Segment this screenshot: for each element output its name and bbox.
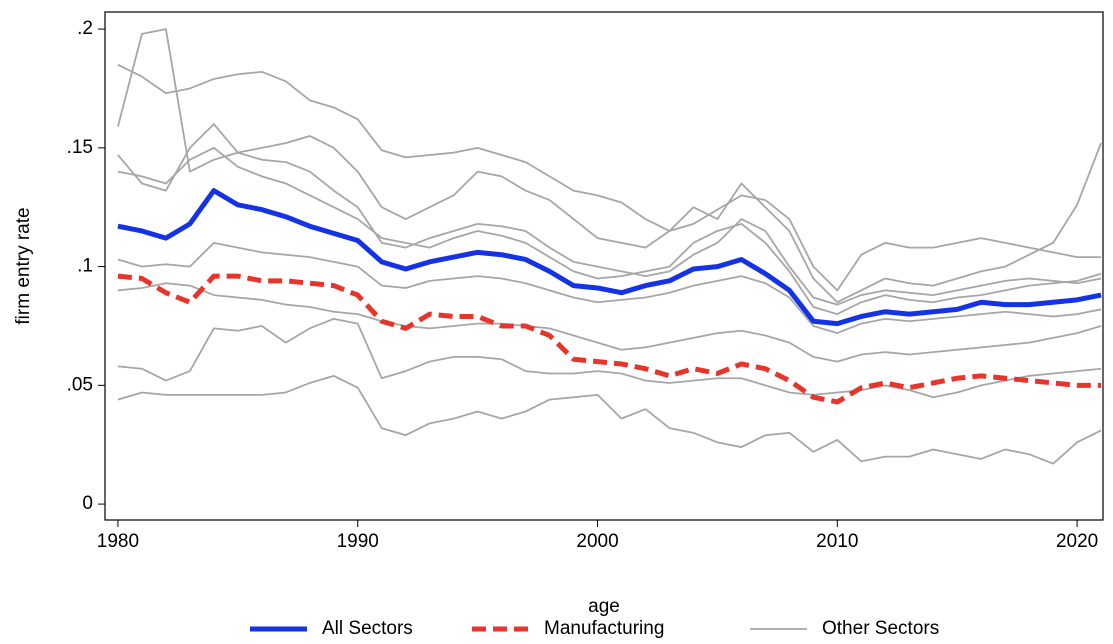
y-tick-label: .05 [67, 374, 93, 395]
series-line [117, 28, 1102, 304]
legend-label: Other Sectors [822, 618, 939, 639]
series-line [117, 188, 1102, 327]
y-axis-label: firm entry rate [13, 207, 34, 324]
series-line [117, 63, 1102, 292]
x-axis-label: age [588, 596, 620, 617]
series-line [117, 241, 1102, 334]
y-tick-label: .1 [77, 256, 93, 277]
series-line [117, 123, 1102, 306]
legend-label: All Sectors [322, 618, 413, 639]
series-line [117, 146, 1102, 315]
x-tick-label: 1990 [337, 531, 379, 552]
y-tick-label: .2 [77, 18, 93, 39]
y-tick-label: .15 [67, 137, 93, 158]
series-line [117, 317, 1102, 399]
y-tick-label: 0 [82, 493, 93, 514]
x-tick-label: 2020 [1056, 531, 1098, 552]
series-line [117, 273, 1102, 405]
x-tick-label: 1980 [97, 531, 139, 552]
series-line [117, 282, 1102, 363]
x-tick-label: 2010 [816, 531, 858, 552]
legend-label: Manufacturing [544, 618, 664, 639]
plot-frame [104, 11, 1104, 521]
x-tick-label: 2000 [576, 531, 618, 552]
series-line [117, 374, 1102, 465]
